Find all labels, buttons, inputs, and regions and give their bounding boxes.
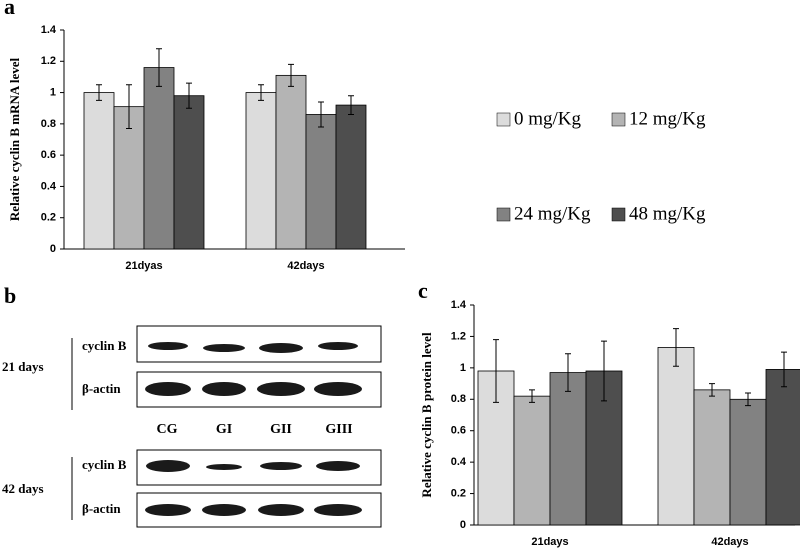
- y-axis-label: Relative cyclin B protein level: [419, 332, 434, 498]
- error-bar: [96, 84, 102, 101]
- legend-label: 0 mg/Kg: [514, 108, 582, 129]
- bar: [245, 92, 277, 250]
- x-tick-label: 21days: [531, 536, 568, 548]
- row-label: β-actin: [82, 501, 121, 516]
- row-label: cyclin B: [82, 457, 127, 472]
- bar: [549, 372, 587, 526]
- bar: [765, 369, 800, 526]
- group-label: 42 days: [2, 481, 44, 496]
- error-bar: [781, 351, 787, 388]
- bar: [513, 395, 551, 526]
- y-tick-label: 0.6: [451, 425, 466, 437]
- western-blot: 21 days 42 days cyclin B β-actin cyclin …: [2, 325, 382, 528]
- error-bar: [348, 95, 354, 115]
- row-label: cyclin B: [82, 338, 127, 353]
- legend-swatch: [496, 207, 511, 222]
- panel-label: b: [4, 283, 16, 308]
- error-bar: [156, 48, 162, 87]
- error-bar: [529, 389, 535, 403]
- lane-label: GI: [216, 422, 232, 437]
- y-tick-label: 0.6: [41, 149, 56, 161]
- error-bar: [288, 63, 294, 87]
- legend-swatch: [611, 112, 626, 127]
- y-tick-label: 0.4: [451, 456, 467, 468]
- x-tick-label: 42days: [711, 536, 748, 548]
- legend-label: 24 mg/Kg: [514, 203, 591, 224]
- lane-label: GIII: [325, 422, 352, 437]
- y-tick-label: 1: [460, 362, 466, 374]
- bar: [275, 74, 307, 250]
- error-bar: [673, 328, 679, 367]
- y-tick-label: 1.4: [451, 299, 467, 311]
- bar: [83, 92, 115, 250]
- legend-swatch: [611, 207, 626, 222]
- lane-label: CG: [157, 422, 178, 437]
- y-tick-label: 1: [50, 86, 56, 98]
- y-tick-label: 0.4: [41, 180, 57, 192]
- error-bar: [318, 101, 324, 128]
- y-tick-label: 1.2: [451, 330, 466, 342]
- error-bar: [601, 340, 607, 402]
- bar: [693, 389, 731, 526]
- error-bar: [565, 353, 571, 392]
- x-tick-label: 42days: [287, 260, 324, 272]
- y-tick-label: 0.8: [41, 118, 56, 130]
- bar: [113, 106, 145, 250]
- y-tick-label: 0.8: [451, 393, 466, 405]
- group-label: 21 days: [2, 359, 44, 374]
- x-tick-label: 21dyas: [125, 260, 162, 272]
- bar: [143, 67, 175, 250]
- bar: [657, 347, 695, 526]
- error-bar: [493, 339, 499, 403]
- panel-label: a: [4, 0, 15, 19]
- y-tick-label: 1.2: [41, 55, 56, 67]
- legend-label: 12 mg/Kg: [629, 108, 706, 129]
- error-bar: [126, 84, 132, 130]
- y-tick-label: 0: [460, 519, 466, 531]
- error-bar: [186, 82, 192, 109]
- bands: [145, 342, 362, 516]
- y-tick-label: 0: [50, 243, 56, 255]
- legend-label: 48 mg/Kg: [629, 203, 706, 224]
- panel-label: c: [418, 278, 428, 303]
- error-bar: [709, 383, 715, 397]
- error-bar: [258, 84, 264, 101]
- bar: [335, 104, 367, 250]
- bar: [305, 114, 337, 250]
- y-axis-label: Relative cyclin B mRNA level: [7, 58, 22, 222]
- y-tick-label: 1.4: [41, 24, 57, 36]
- row-label: β-actin: [82, 381, 121, 396]
- error-bar: [745, 392, 751, 407]
- y-tick-label: 0.2: [451, 487, 466, 499]
- lane-label: GII: [270, 422, 292, 437]
- y-tick-label: 0.2: [41, 212, 56, 224]
- bar: [173, 95, 205, 250]
- bar: [729, 398, 767, 526]
- legend-swatch: [496, 112, 511, 127]
